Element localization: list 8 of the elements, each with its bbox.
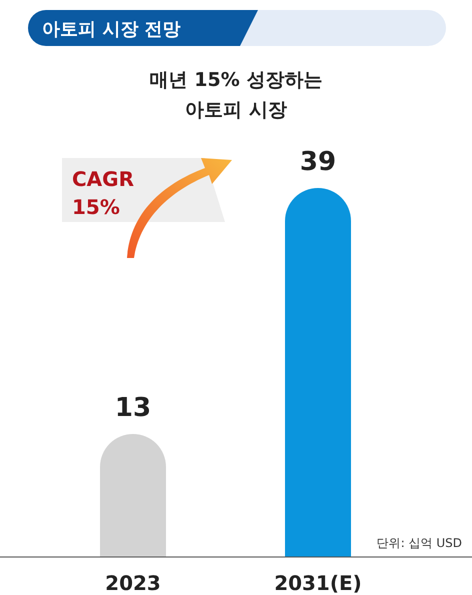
chart-subtitle: 매년 15% 성장하는 아토피 시장 [150, 69, 322, 121]
chart-title: 아토피 시장 전망 [42, 19, 181, 40]
x-tick-label: 2023 [105, 571, 161, 595]
x-tick-label: 2031(E) [274, 571, 362, 595]
data-label: 13 [114, 393, 152, 423]
annotation: CAGR 15% [72, 167, 134, 219]
data-label: 39 [300, 147, 336, 177]
annotation: 단위: 십억 USD [376, 536, 462, 550]
